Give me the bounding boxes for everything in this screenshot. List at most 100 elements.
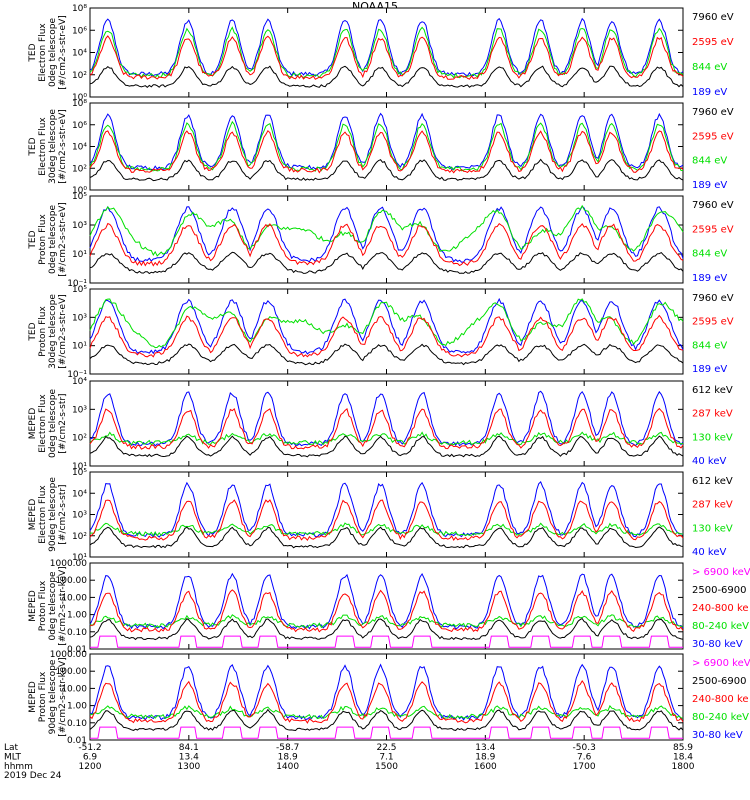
panel-3: 10⁻¹ 10¹ 10³ 10⁵ TED Proton Flux 0deg telescop…	[28, 192, 734, 289]
legend-30-80-kev: 30-80 keV	[692, 730, 743, 741]
y-tick-label: 1.00	[67, 611, 87, 621]
y-tick-label: 10³	[72, 221, 87, 231]
y-tick-label: 10⁴	[72, 143, 87, 153]
legend-844-ev: 844 eV	[692, 249, 727, 260]
series-trace-2595-ev	[89, 314, 684, 358]
y-axis-label: 30deg telescope	[48, 109, 58, 184]
y-tick-label: 10³	[72, 313, 87, 323]
series-trace-287-kev	[89, 499, 684, 542]
series-trace-40-kev	[89, 481, 684, 538]
y-tick-label: 10²	[72, 532, 87, 542]
y-axis-label: TED	[28, 322, 38, 341]
legend-2595-ev: 2595 eV	[692, 131, 734, 142]
x-tick-label: 1600	[474, 762, 497, 772]
y-tick-label: 1.00	[67, 702, 87, 712]
y-tick-label: 10⁵	[72, 192, 87, 202]
panel-5: 10¹ 10² 10³ 10⁴ MEPED Electron Flux 0deg teles…	[28, 377, 733, 472]
legend-7960-ev: 7960 eV	[692, 107, 734, 118]
legend-130-kev: 130 keV	[692, 432, 733, 443]
series-trace-844-ev	[89, 26, 684, 79]
legend-80-240-kev: 80-240 keV	[692, 621, 749, 632]
legend-30-80-kev: 30-80 keV	[692, 639, 743, 650]
y-tick-label: 10⁻¹	[67, 370, 87, 380]
x-tick-label: 18.4	[673, 753, 693, 763]
y-tick-label: 10⁶	[72, 121, 87, 131]
y-tick-label: 10⁴	[72, 489, 87, 499]
x-tick-label: 18.9	[278, 753, 298, 763]
x-tick-label: 22.5	[376, 743, 396, 753]
series-trace-2595-ev	[89, 35, 684, 80]
x-tick-label: 1200	[79, 762, 102, 772]
y-axis-label: 0deg telescope	[48, 205, 58, 275]
y-tick-label: 10²	[72, 71, 87, 81]
y-tick-label: 0.01	[67, 736, 87, 746]
legend-80-240-kev: 80-240 keV	[692, 712, 749, 723]
legend-612-kev: 612 keV	[692, 476, 733, 487]
y-tick-label: 10⁵	[72, 468, 87, 478]
legend-7960-ev: 7960 eV	[692, 12, 734, 23]
y-tick-label: 10¹	[72, 250, 87, 260]
legend-612-kev: 612 keV	[692, 385, 733, 396]
legend-7960-ev: 7960 eV	[692, 200, 734, 211]
y-axis-label: Proton Flux	[38, 580, 48, 631]
series-trace-2595-ev	[89, 222, 684, 267]
series-trace-240-800-ke	[89, 679, 684, 724]
legend-189-ev: 189 eV	[692, 364, 727, 375]
y-tick-label: 10⁸	[72, 99, 87, 109]
series-trace-844-ev	[89, 298, 684, 349]
y-axis-label: TED	[28, 43, 38, 62]
y-tick-label: 10³	[72, 405, 87, 415]
series-trace-189-ev	[89, 17, 684, 77]
legend-189-ev: 189 eV	[692, 87, 727, 98]
panel-frame	[89, 471, 684, 558]
x-tick-label: 84.1	[179, 743, 199, 753]
y-axis-label: MEPED	[28, 590, 38, 622]
legend-2595-ev: 2595 eV	[692, 317, 734, 328]
legend-287-kev: 287 keV	[692, 500, 733, 511]
y-tick-label: 100.00	[56, 667, 88, 677]
series-trace-130-kev	[89, 431, 684, 446]
y-tick-label: 10³	[72, 511, 87, 521]
legend-7960-ev: 7960 eV	[692, 293, 734, 304]
x-tick-label: 7.6	[577, 753, 592, 763]
legend-189-ev: 189 eV	[692, 273, 727, 284]
x-tick-label: 1300	[177, 762, 200, 772]
x-row-label: MLT	[4, 753, 22, 763]
y-axis-label: [#/cm2-s-str-eV]	[58, 294, 68, 369]
legend-240-800-ke: 240-800 ke	[692, 603, 749, 614]
series-trace-130-kev	[90, 522, 684, 537]
y-tick-label: 10⁴	[72, 377, 87, 387]
series-trace-189-ev	[89, 297, 684, 355]
y-axis-label: Proton Flux	[38, 671, 48, 722]
y-axis-label: MEPED	[28, 681, 38, 713]
series-trace-612-kev	[89, 526, 684, 549]
panel-frame	[89, 380, 684, 467]
series-trace-844-ev	[89, 120, 684, 172]
x-tick-label: 18.9	[475, 753, 495, 763]
y-axis-label: Electron Flux	[38, 23, 48, 82]
panel-8: 0.01 0.10 1.00 10.00 100.00 1000.00 MEPED Proto…	[28, 650, 750, 746]
y-axis-label: Electron Flux	[38, 117, 48, 176]
series-trace-240-800-ke	[89, 589, 684, 633]
y-tick-label: 0.01	[67, 645, 87, 655]
y-tick-label: 10¹	[72, 342, 87, 352]
y-tick-label: 100.00	[56, 576, 88, 586]
x-tick-label: 1700	[573, 762, 596, 772]
panel-6: 10¹ 10² 10³ 10⁴ 10⁵ MEPED Electron Flux 90deg t…	[28, 468, 733, 563]
y-axis-label: MEPED	[28, 499, 38, 531]
legend--6900-kev: > 6900 keV	[692, 658, 750, 669]
y-axis-label: Electron Flux	[38, 394, 48, 453]
y-axis-label: [#/cm2-s-str-eV]	[58, 109, 68, 184]
x-tick-label: 13.4	[179, 753, 199, 763]
series-trace--6900-kev	[90, 726, 683, 739]
y-tick-label: 10⁶	[72, 26, 87, 36]
y-axis-label: 30deg telescope	[48, 294, 58, 369]
series-trace-189-ev	[89, 112, 684, 171]
y-axis-label: Proton Flux	[38, 214, 48, 265]
y-axis-label: [#/cm2-s-str-eV]	[58, 15, 68, 90]
series-trace-2500-6900	[89, 617, 684, 641]
y-axis-label: TED	[28, 137, 38, 156]
y-axis-label: [#/cm2-s-str-keV]	[58, 566, 68, 645]
legend-2595-ev: 2595 eV	[692, 224, 734, 235]
date-label: 2019 Dec 24	[4, 771, 62, 781]
